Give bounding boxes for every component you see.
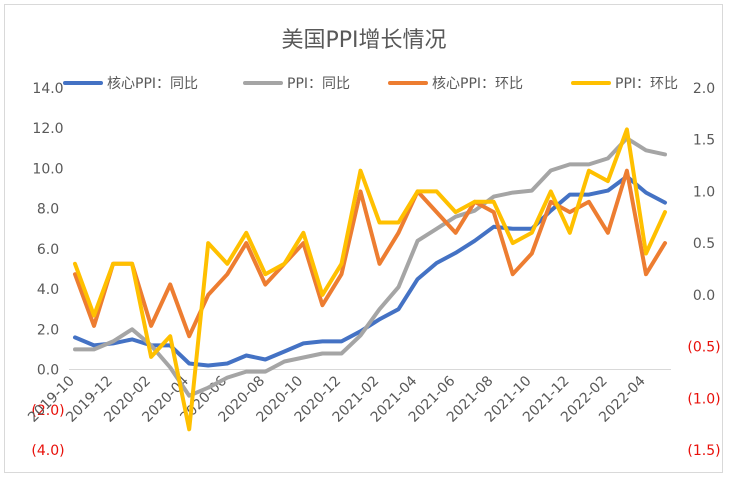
legend: 核心PPI：同比 PPI：同比 核心PPI：环比 PPI：环比 xyxy=(63,76,678,92)
left-axis-tick-label: (4.0) xyxy=(31,443,64,459)
left-y-axis: (4.0) (2.0) 0.0 2.0 4.0 6.0 8.0 10.0 12.0 14.0 xyxy=(31,81,64,459)
right-axis-tick-label: 1.0 xyxy=(693,184,715,200)
left-axis-tick-label: 4.0 xyxy=(37,282,59,298)
right-axis-tick-label: (1.0) xyxy=(687,391,720,407)
chart-frame: 美国PPI增长情况 核心PPI：同比 PPI：同比 核心PPI：环比 PPI：环比 (… xyxy=(4,4,723,473)
right-axis-tick-label: (1.5) xyxy=(687,443,720,459)
legend-label: 核心PPI：环比 xyxy=(432,76,523,92)
series-line-4 xyxy=(73,127,667,432)
right-axis-tick-label: 1.5 xyxy=(693,133,715,149)
legend-label: 核心PPI：同比 xyxy=(107,76,198,92)
right-axis-tick-label: 0.0 xyxy=(693,288,715,304)
left-axis-tick-label: (2.0) xyxy=(31,403,64,419)
left-axis-tick-label: 12.0 xyxy=(32,121,63,137)
left-axis-tick-label: 10.0 xyxy=(32,161,63,177)
right-y-axis: (1.5) (1.0) (0.5) 0.0 0.5 1.0 1.5 2.0 xyxy=(687,81,720,459)
left-axis-tick-label: 6.0 xyxy=(37,242,59,258)
legend-label: PPI：环比 xyxy=(615,76,678,92)
series-line-3 xyxy=(73,168,667,339)
x-axis: 2019-102019-122020-022020-042020-062020-… xyxy=(25,369,671,426)
chart-svg: 美国PPI增长情况 核心PPI：同比 PPI：同比 核心PPI：环比 PPI：环比 (… xyxy=(25,28,720,459)
left-axis-tick-label: 0.0 xyxy=(37,363,59,379)
series-line-2 xyxy=(73,136,667,398)
right-axis-tick-label: 0.5 xyxy=(693,236,715,252)
legend-label: PPI：同比 xyxy=(287,76,350,92)
left-axis-tick-label: 2.0 xyxy=(37,322,59,338)
chart-title: 美国PPI增长情况 xyxy=(281,28,446,53)
series-layer xyxy=(73,127,667,432)
right-axis-tick-label: 2.0 xyxy=(693,81,715,97)
left-axis-tick-label: 8.0 xyxy=(37,202,59,218)
left-axis-tick-label: 14.0 xyxy=(32,81,63,97)
right-axis-tick-label: (0.5) xyxy=(687,340,720,356)
